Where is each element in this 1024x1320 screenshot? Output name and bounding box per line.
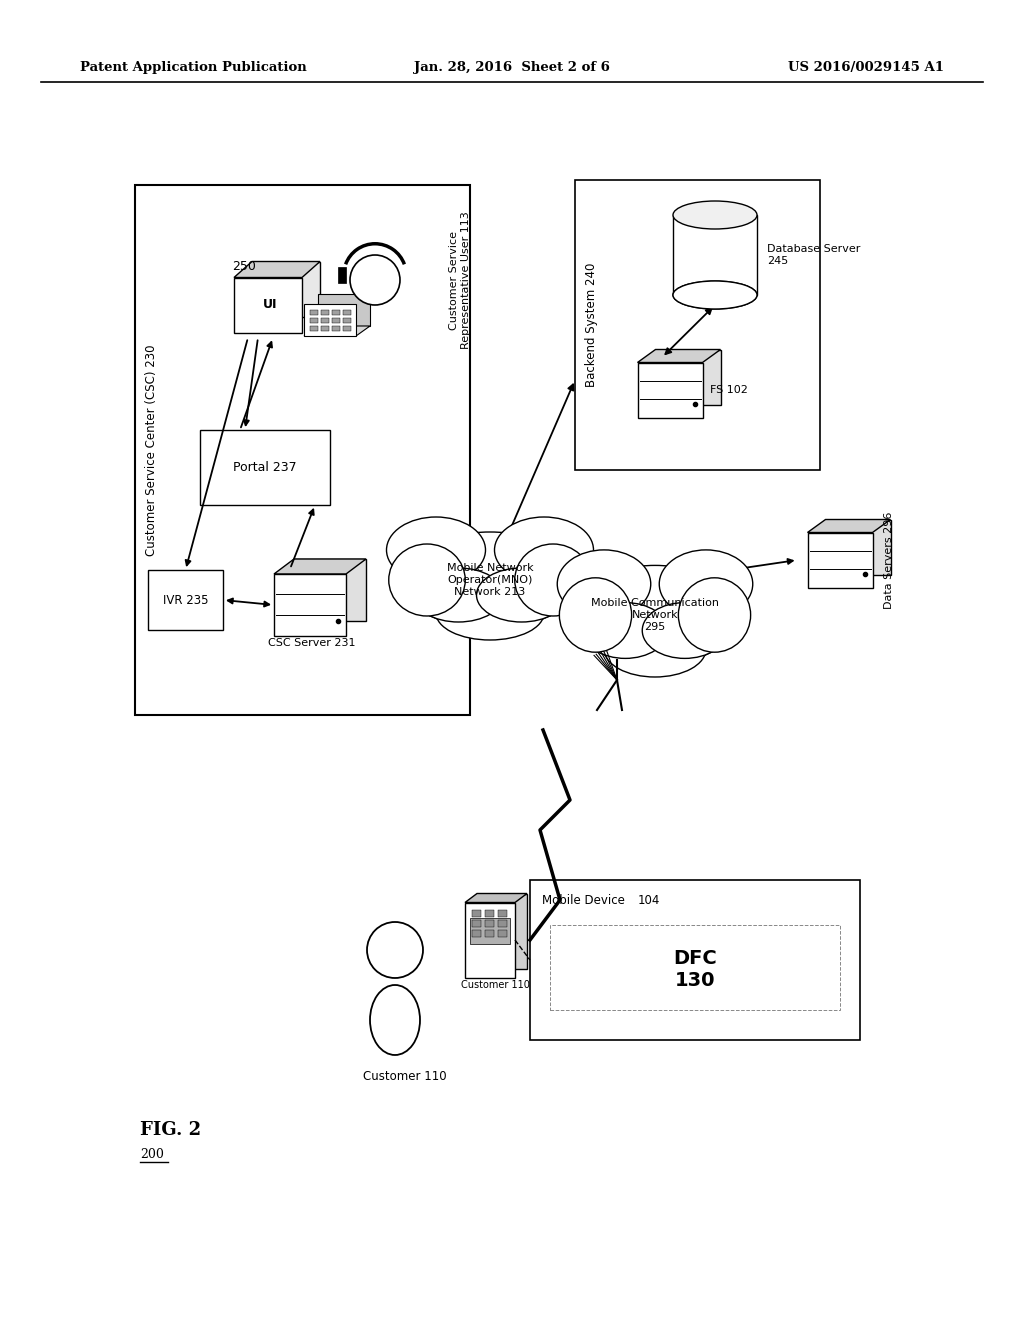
Text: DFC
130: DFC 130 <box>673 949 717 990</box>
Text: Customer Service
Representative User 113: Customer Service Representative User 113 <box>450 211 471 348</box>
Text: Mobile Communication
Network
295: Mobile Communication Network 295 <box>591 598 719 631</box>
Polygon shape <box>321 310 329 315</box>
Text: US 2016/0029145 A1: US 2016/0029145 A1 <box>788 62 944 74</box>
Polygon shape <box>304 304 356 337</box>
Ellipse shape <box>476 568 566 622</box>
Text: 250: 250 <box>232 260 256 272</box>
Polygon shape <box>343 326 351 331</box>
Polygon shape <box>477 894 527 969</box>
Polygon shape <box>465 894 527 903</box>
Ellipse shape <box>370 985 420 1055</box>
Polygon shape <box>485 929 494 936</box>
Polygon shape <box>332 326 340 331</box>
Polygon shape <box>321 326 329 331</box>
Polygon shape <box>498 909 507 916</box>
Text: Customer Service Center (CSC) 230: Customer Service Center (CSC) 230 <box>144 345 158 556</box>
Ellipse shape <box>659 550 753 618</box>
Polygon shape <box>485 909 494 916</box>
Polygon shape <box>465 903 515 978</box>
Ellipse shape <box>414 568 504 622</box>
Text: 200: 200 <box>140 1148 164 1162</box>
Polygon shape <box>338 267 346 282</box>
Ellipse shape <box>642 603 727 659</box>
FancyBboxPatch shape <box>673 215 757 294</box>
FancyBboxPatch shape <box>550 925 840 1010</box>
Circle shape <box>367 921 423 978</box>
Polygon shape <box>343 310 351 315</box>
Circle shape <box>350 255 400 305</box>
Polygon shape <box>638 350 721 363</box>
Text: Database Server
245: Database Server 245 <box>767 244 860 265</box>
Polygon shape <box>318 294 370 326</box>
Polygon shape <box>655 350 721 404</box>
FancyBboxPatch shape <box>575 180 820 470</box>
Polygon shape <box>638 363 702 417</box>
Ellipse shape <box>678 578 751 652</box>
Ellipse shape <box>557 550 650 618</box>
Ellipse shape <box>400 532 580 628</box>
Text: FIG. 2: FIG. 2 <box>140 1121 201 1139</box>
Polygon shape <box>808 520 891 532</box>
Ellipse shape <box>604 622 706 677</box>
FancyBboxPatch shape <box>200 430 330 506</box>
Ellipse shape <box>386 517 485 583</box>
Polygon shape <box>825 520 891 574</box>
Polygon shape <box>294 558 366 620</box>
Polygon shape <box>470 917 510 944</box>
Polygon shape <box>234 277 302 333</box>
Text: Customer 110: Customer 110 <box>364 1071 446 1082</box>
Polygon shape <box>472 909 481 916</box>
Polygon shape <box>343 318 351 323</box>
Text: Backend System 240: Backend System 240 <box>585 263 597 387</box>
Polygon shape <box>304 326 370 337</box>
Polygon shape <box>485 920 494 927</box>
Polygon shape <box>332 318 340 323</box>
FancyBboxPatch shape <box>148 570 223 630</box>
Polygon shape <box>472 929 481 936</box>
FancyBboxPatch shape <box>135 185 470 715</box>
Ellipse shape <box>673 281 757 309</box>
Polygon shape <box>234 261 319 277</box>
Ellipse shape <box>436 586 544 640</box>
Text: Mobile Device: Mobile Device <box>542 894 629 907</box>
Ellipse shape <box>570 565 740 664</box>
Polygon shape <box>274 574 346 636</box>
Text: UI: UI <box>263 298 278 312</box>
Polygon shape <box>498 920 507 927</box>
Text: Jan. 28, 2016  Sheet 2 of 6: Jan. 28, 2016 Sheet 2 of 6 <box>414 62 610 74</box>
Ellipse shape <box>515 544 591 616</box>
Ellipse shape <box>673 281 757 309</box>
Polygon shape <box>310 326 318 331</box>
Text: 104: 104 <box>638 894 660 907</box>
Polygon shape <box>498 929 507 936</box>
Polygon shape <box>310 310 318 315</box>
Text: IVR 235: IVR 235 <box>163 594 208 606</box>
Ellipse shape <box>389 544 465 616</box>
Ellipse shape <box>559 578 632 652</box>
Polygon shape <box>310 318 318 323</box>
Text: Data Servers 296: Data Servers 296 <box>885 511 895 609</box>
FancyBboxPatch shape <box>530 880 860 1040</box>
Text: Patent Application Publication: Patent Application Publication <box>80 62 307 74</box>
Text: Portal 237: Portal 237 <box>233 461 297 474</box>
Polygon shape <box>332 310 340 315</box>
Text: Mobile Network
Operator(MNO)
Network 213: Mobile Network Operator(MNO) Network 213 <box>446 564 534 597</box>
Polygon shape <box>274 558 366 574</box>
Polygon shape <box>252 261 319 317</box>
Polygon shape <box>472 920 481 927</box>
Ellipse shape <box>673 201 757 228</box>
Ellipse shape <box>583 603 668 659</box>
Polygon shape <box>321 318 329 323</box>
Text: CSC Server 231: CSC Server 231 <box>268 638 355 648</box>
Ellipse shape <box>495 517 594 583</box>
Text: Customer 110: Customer 110 <box>461 979 529 990</box>
Polygon shape <box>808 532 872 587</box>
Text: FS 102: FS 102 <box>711 385 749 395</box>
